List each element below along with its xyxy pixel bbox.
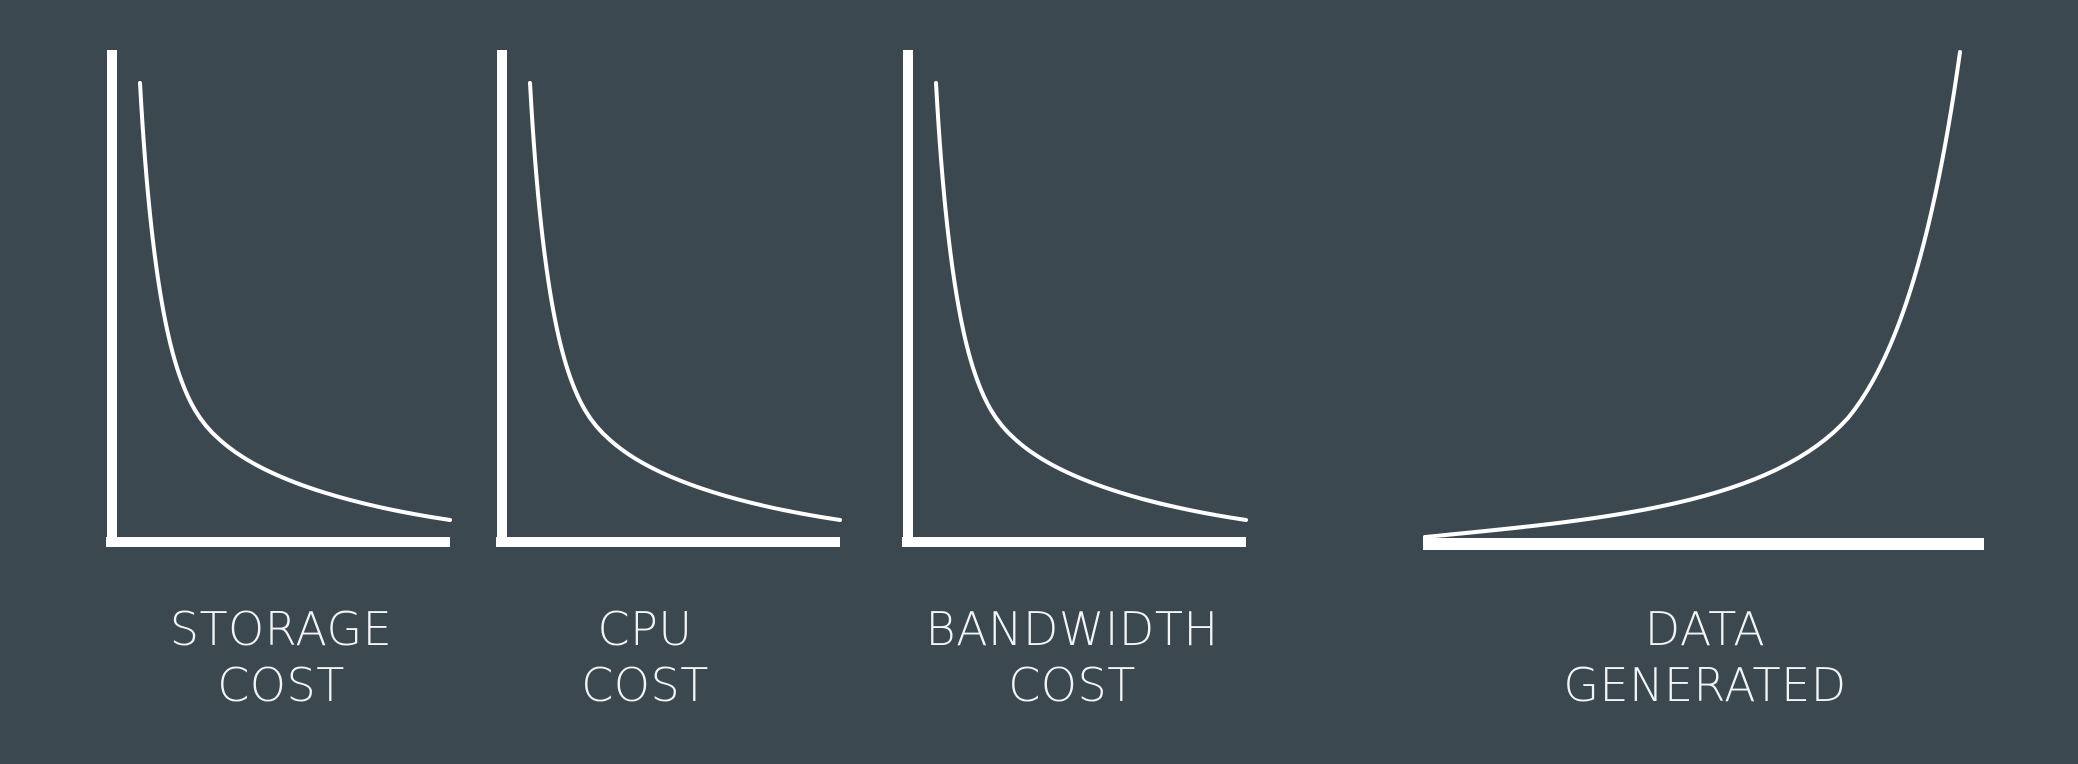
data-generated-curve — [1423, 50, 1962, 539]
bandwidth-cost-label: BANDWIDTH COST — [872, 601, 1272, 713]
data-generated-chart — [1423, 50, 1984, 550]
cpu-cost-curve — [528, 81, 842, 522]
cpu-cost-label-line1: CPU — [597, 602, 693, 656]
bandwidth-cost-curve — [934, 81, 1248, 522]
storage-cost-curve — [138, 81, 452, 522]
storage-cost-label: STORAGE COST — [81, 601, 481, 713]
cpu-cost-chart — [496, 50, 842, 547]
data-generated-label-line2: GENERATED — [1563, 658, 1847, 712]
bandwidth-cost-chart — [902, 50, 1248, 547]
storage-cost-chart — [106, 50, 452, 547]
data-generated-label-line1: DATA — [1644, 602, 1766, 656]
cpu-cost-label: CPU COST — [445, 601, 845, 713]
storage-cost-label-line1: STORAGE — [169, 602, 393, 656]
cpu-cost-label-line2: COST — [581, 658, 709, 712]
bandwidth-cost-label-line1: BANDWIDTH — [925, 602, 1219, 656]
storage-cost-label-line2: COST — [217, 658, 345, 712]
data-generated-label: DATA GENERATED — [1505, 601, 1905, 713]
bandwidth-cost-label-line2: COST — [1008, 658, 1136, 712]
